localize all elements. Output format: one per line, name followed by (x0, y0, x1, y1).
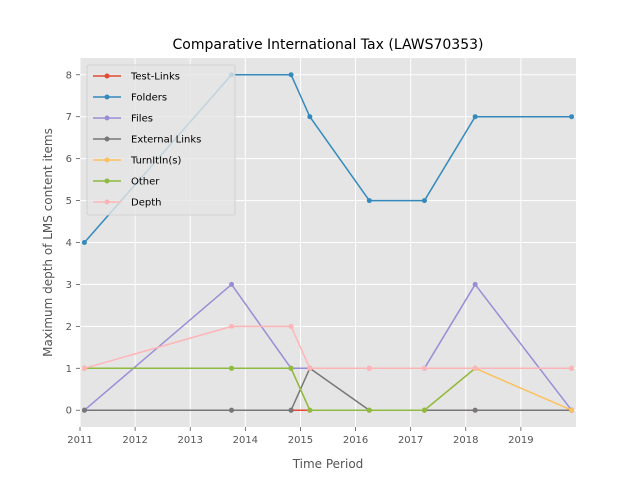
x-axis-ticks: 2011 2012 2013 2014 2015 2016 2017 2018 2019 (67, 427, 534, 446)
series-depth (81, 323, 575, 371)
data-point (307, 407, 313, 413)
y-tick-label: 2 (66, 322, 72, 333)
x-tick-label: 2014 (233, 435, 258, 446)
legend-box (86, 64, 236, 216)
data-point (472, 114, 478, 120)
y-tick-label: 7 (66, 112, 72, 123)
legend-marker (104, 199, 110, 205)
legend-label: Test-Links (130, 72, 180, 83)
y-tick-label: 3 (66, 280, 72, 291)
data-point (81, 407, 87, 413)
data-point (229, 281, 235, 287)
x-tick-label: 2015 (288, 435, 313, 446)
y-tick-label: 0 (66, 406, 72, 417)
data-point (569, 407, 575, 413)
series-line (84, 367, 572, 411)
series-line (84, 367, 572, 411)
data-point (421, 365, 427, 371)
data-point (366, 198, 372, 204)
data-point (229, 365, 235, 371)
series-line (83, 74, 572, 243)
legend-marker (104, 115, 110, 121)
series-line (84, 325, 572, 370)
data-point (472, 365, 478, 371)
data-point (366, 365, 372, 371)
data-point (569, 365, 575, 371)
y-tick-label: 8 (66, 70, 72, 81)
y-tick-label: 1 (66, 364, 72, 375)
x-tick-label: 2016 (343, 435, 368, 446)
x-tick-label: 2018 (453, 435, 478, 446)
legend-label: External Links (131, 135, 201, 146)
data-point (421, 407, 427, 413)
data-point (229, 323, 235, 329)
legend-marker (104, 157, 110, 163)
legend-marker (104, 94, 110, 100)
chart-title: Comparative International Tax (LAWS70353… (173, 37, 484, 53)
legend-label: TurnItIn(s) (130, 156, 181, 167)
data-point (421, 198, 427, 204)
legend: Test-Links Folders Files External Links Turn… (86, 64, 236, 216)
y-axis-ticks: 0 1 2 3 4 5 6 7 8 (66, 70, 80, 417)
data-point (229, 407, 235, 413)
data-point (472, 281, 478, 287)
legend-marker (104, 178, 110, 184)
data-point (81, 240, 87, 245)
y-tick-label: 4 (66, 238, 72, 249)
data-point (366, 407, 372, 413)
legend-label: Files (131, 114, 153, 125)
data-point (307, 365, 313, 371)
x-tick-label: 2019 (508, 435, 533, 446)
data-point (472, 407, 478, 413)
legend-label: Depth (131, 198, 161, 209)
x-tick-label: 2013 (177, 435, 202, 446)
legend-label: Other (131, 177, 160, 188)
data-point (288, 407, 294, 413)
x-tick-label: 2011 (67, 435, 92, 446)
y-tick-label: 5 (66, 196, 72, 207)
data-point (569, 114, 575, 120)
data-point (288, 72, 294, 78)
legend-marker (104, 73, 110, 79)
x-tick-label: 2012 (122, 435, 147, 446)
y-axis-title: Maximum depth of LMS content items (41, 128, 55, 357)
data-point (81, 365, 87, 371)
series-layer (81, 72, 575, 413)
data-point (288, 365, 294, 371)
legend-marker (104, 136, 110, 142)
x-axis-title: Time Period (292, 457, 364, 471)
data-point (307, 114, 313, 120)
legend-label: Folders (131, 93, 167, 104)
x-tick-label: 2017 (398, 435, 423, 446)
data-point (288, 323, 294, 329)
y-tick-label: 6 (66, 154, 72, 165)
